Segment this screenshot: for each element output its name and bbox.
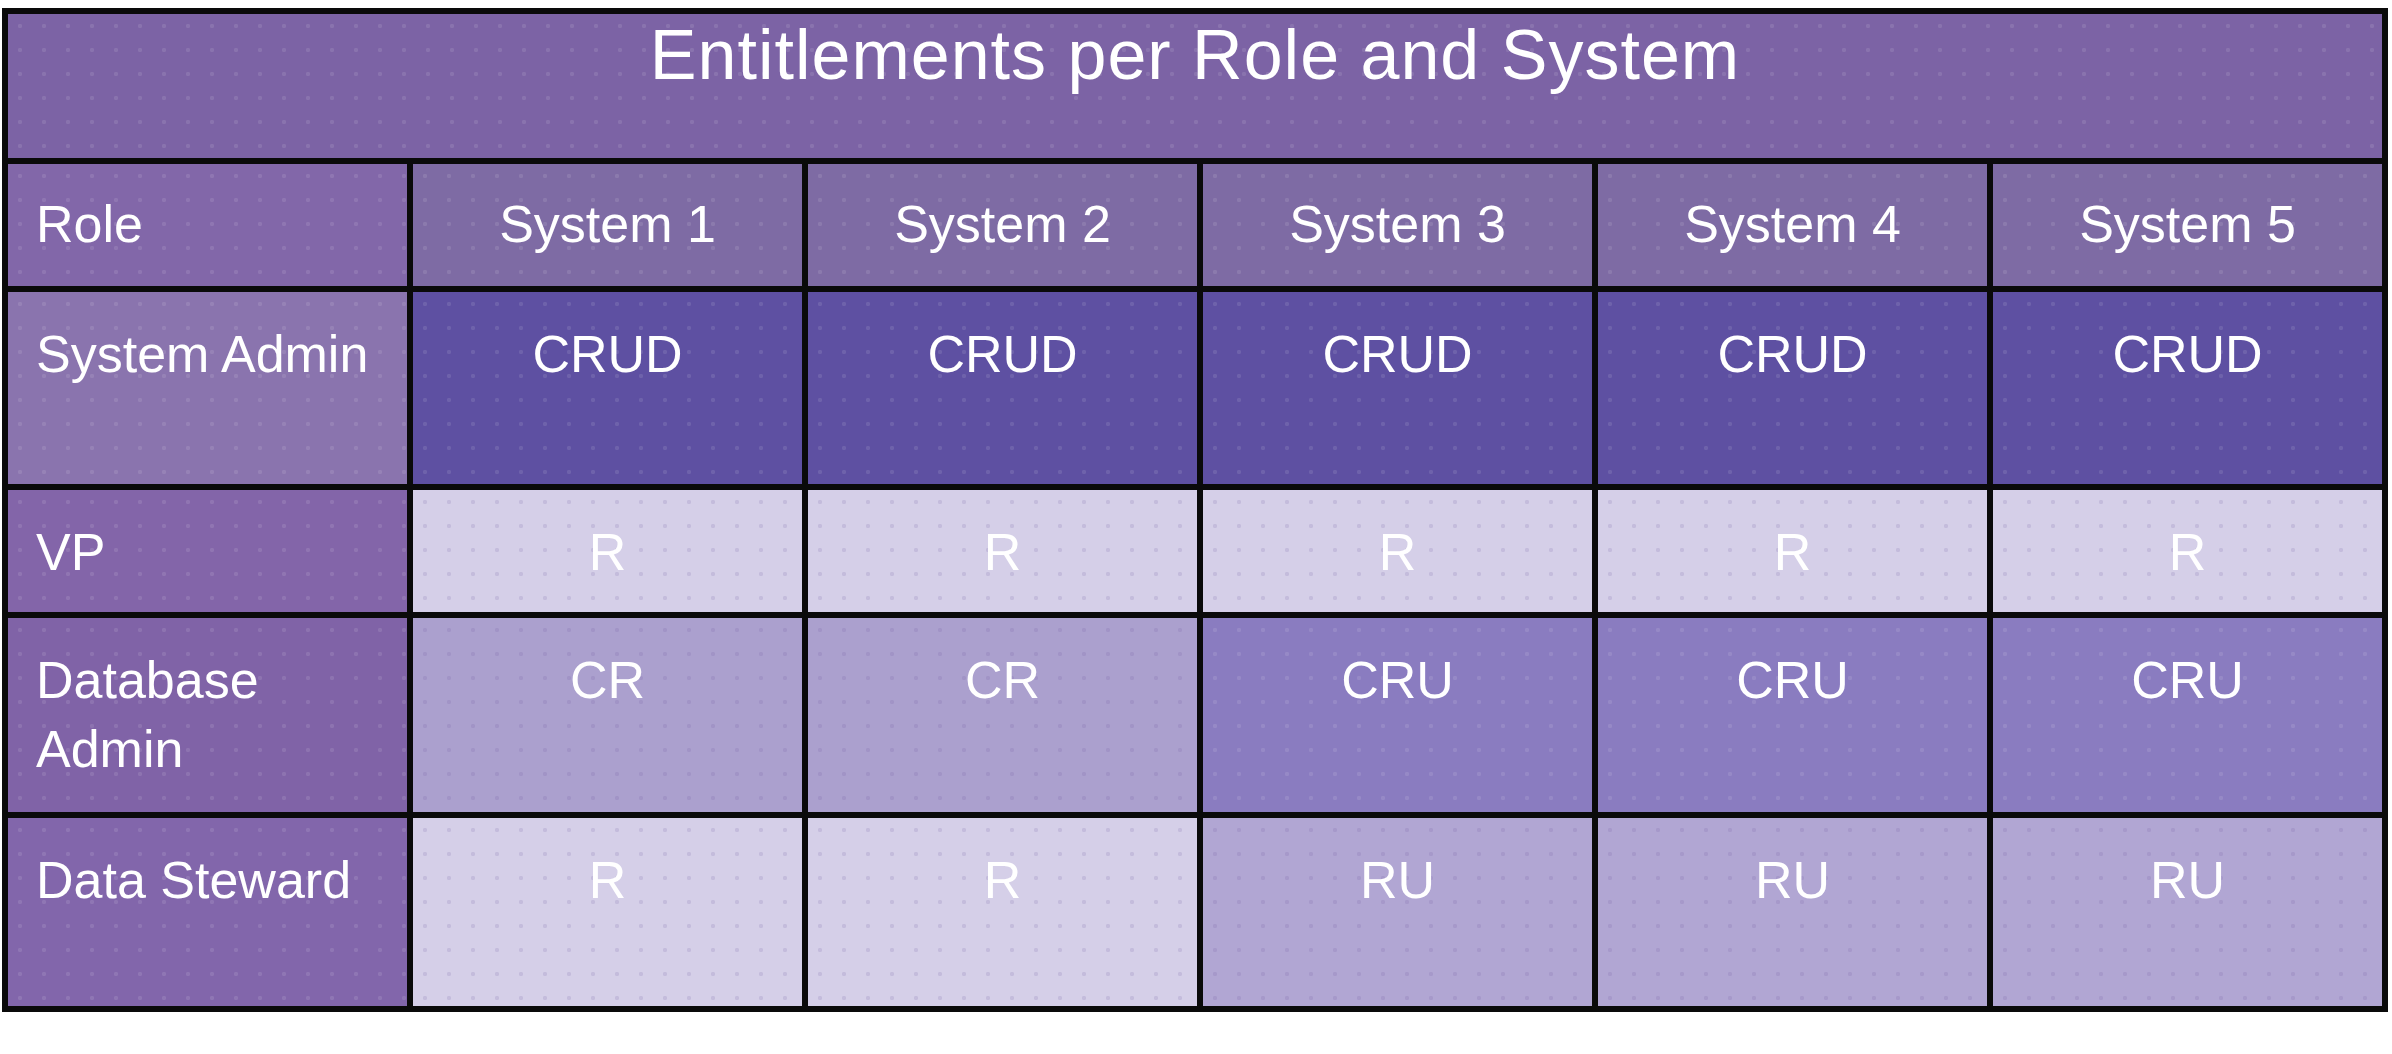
role-label-system-admin: System Admin bbox=[5, 289, 410, 487]
cell-database-admin-system-1: CR bbox=[410, 615, 805, 815]
header-system-5: System 5 bbox=[1990, 161, 2385, 289]
cell-database-admin-system-2: CR bbox=[805, 615, 1200, 815]
cell-vp-system-1: R bbox=[410, 487, 805, 615]
row-system-admin: System AdminCRUDCRUDCRUDCRUDCRUD bbox=[5, 289, 2385, 487]
cell-data-steward-system-1: R bbox=[410, 815, 805, 1009]
column-header-row: RoleSystem 1System 2System 3System 4Syst… bbox=[5, 161, 2385, 289]
cell-system-admin-system-3: CRUD bbox=[1200, 289, 1595, 487]
cell-database-admin-system-4: CRU bbox=[1595, 615, 1990, 815]
table-title-row: Entitlements per Role and System bbox=[5, 11, 2385, 161]
cell-vp-system-2: R bbox=[805, 487, 1200, 615]
row-data-steward: Data StewardRRRURURU bbox=[5, 815, 2385, 1009]
role-label-vp: VP bbox=[5, 487, 410, 615]
slide-page: Entitlements per Role and System RoleSys… bbox=[0, 0, 2392, 1054]
cell-system-admin-system-5: CRUD bbox=[1990, 289, 2385, 487]
header-role: Role bbox=[5, 161, 410, 289]
header-system-1: System 1 bbox=[410, 161, 805, 289]
row-vp: VPRRRRR bbox=[5, 487, 2385, 615]
cell-data-steward-system-2: R bbox=[805, 815, 1200, 1009]
cell-vp-system-3: R bbox=[1200, 487, 1595, 615]
cell-system-admin-system-1: CRUD bbox=[410, 289, 805, 487]
cell-system-admin-system-2: CRUD bbox=[805, 289, 1200, 487]
header-system-2: System 2 bbox=[805, 161, 1200, 289]
cell-data-steward-system-5: RU bbox=[1990, 815, 2385, 1009]
row-database-admin: Database AdminCRCRCRUCRUCRU bbox=[5, 615, 2385, 815]
cell-vp-system-4: R bbox=[1595, 487, 1990, 615]
cell-data-steward-system-3: RU bbox=[1200, 815, 1595, 1009]
cell-vp-system-5: R bbox=[1990, 487, 2385, 615]
cell-database-admin-system-3: CRU bbox=[1200, 615, 1595, 815]
cell-database-admin-system-5: CRU bbox=[1990, 615, 2385, 815]
table-title: Entitlements per Role and System bbox=[5, 11, 2385, 161]
cell-system-admin-system-4: CRUD bbox=[1595, 289, 1990, 487]
header-system-3: System 3 bbox=[1200, 161, 1595, 289]
role-label-data-steward: Data Steward bbox=[5, 815, 410, 1009]
cell-data-steward-system-4: RU bbox=[1595, 815, 1990, 1009]
role-label-database-admin: Database Admin bbox=[5, 615, 410, 815]
entitlements-table: Entitlements per Role and System RoleSys… bbox=[2, 8, 2388, 1012]
header-system-4: System 4 bbox=[1595, 161, 1990, 289]
